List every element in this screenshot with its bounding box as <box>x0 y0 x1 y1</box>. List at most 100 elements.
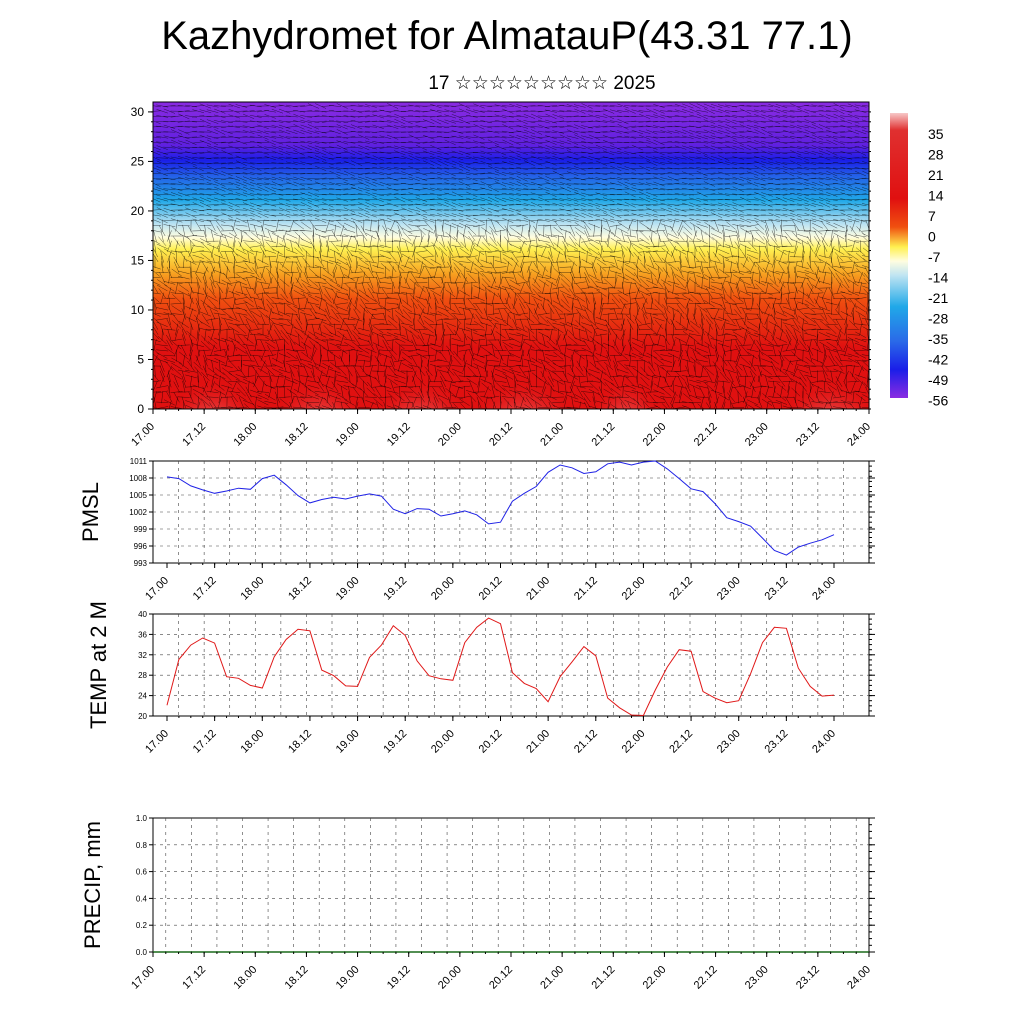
precip-y-tick-label: 0.6 <box>136 868 148 877</box>
colorbar-label: -14 <box>928 270 948 286</box>
cross-section-x-tick-label: 21.00 <box>538 421 566 449</box>
temp-y-tick-label: 24 <box>138 692 147 701</box>
cross-section-x-axis: 17.00 17.12 18.00 18.12 19.00 19.12 20.00 20.12… <box>129 409 873 449</box>
colorbar-label: 28 <box>928 147 944 163</box>
cross-section-x-tick-label: 19.12 <box>385 421 413 449</box>
precip-x-tick-label: 24.00 <box>845 964 873 992</box>
colorbar-label: -35 <box>928 331 948 347</box>
cross-section-x-tick-label: 21.12 <box>589 421 617 449</box>
temp-x-tick-label: 20.12 <box>477 728 505 756</box>
cross-section-x-tick-label: 18.12 <box>283 421 311 449</box>
temp-x-tick-label: 22.12 <box>667 728 695 756</box>
colorbar-gradient <box>890 113 908 398</box>
temp-x-tick-label: 21.00 <box>524 728 552 756</box>
pmsl-series-line <box>166 460 835 556</box>
colorbar: 35 28 21 14 7 0 -7 -14 -21 -28 -35 -42 -49 -56 <box>890 113 948 409</box>
precip-y-tick-label: 0.4 <box>136 894 148 903</box>
colorbar-label: 21 <box>928 167 944 183</box>
pmsl-y-axis: 1011 1008 1005 1002 999 996 993 <box>129 457 875 568</box>
precip-x-tick-label: 17.12 <box>180 964 208 992</box>
precip-y-tick-label: 1.0 <box>136 814 148 823</box>
cross-section-x-tick-label: 23.12 <box>794 421 822 449</box>
precip-panel: 1.00.80.60.40.20.0 17.00 17.12 18.00 18.12 1… <box>80 814 875 992</box>
cross-section-y-tick-label: 25 <box>131 154 145 168</box>
pmsl-x-tick-label: 17.00 <box>143 575 171 603</box>
temp-y-tick-label: 40 <box>138 610 147 619</box>
temp-x-tick-label: 24.00 <box>810 728 838 756</box>
precip-x-tick-label: 21.12 <box>589 964 617 992</box>
cross-section-x-tick-label: 22.12 <box>692 421 720 449</box>
temp-panel: 40 36 32 28 24 20 17.00 17.12 18.00 18.12 19.00 19… <box>86 601 875 756</box>
colorbar-label: 35 <box>928 126 944 142</box>
warm-surface-blob <box>174 351 251 409</box>
pmsl-x-tick-label: 22.00 <box>620 575 648 603</box>
colorbar-label: -49 <box>928 372 948 388</box>
pmsl-x-tick-label: 20.12 <box>477 575 505 603</box>
colorbar-label: -7 <box>928 249 941 265</box>
cross-section-x-tick-label: 19.00 <box>334 421 362 449</box>
pmsl-x-tick-label: 24.00 <box>810 575 838 603</box>
warm-surface-blob <box>596 351 657 409</box>
pmsl-x-tick-label: 20.00 <box>429 575 457 603</box>
precip-x-tick-label: 19.12 <box>385 964 413 992</box>
temp-x-tick-label: 19.12 <box>381 728 409 756</box>
colorbar-label: 14 <box>928 188 944 204</box>
cross-section-x-tick-label: 17.00 <box>129 421 157 449</box>
cross-section-x-tick-label: 20.00 <box>436 421 464 449</box>
cross-section-y-tick-label: 5 <box>137 352 144 366</box>
temp-y-axis: 40 36 32 28 24 20 <box>138 610 875 721</box>
colorbar-label: -21 <box>928 290 948 306</box>
pmsl-x-tick-label: 23.12 <box>763 575 791 603</box>
cross-section-x-tick-label: 20.12 <box>487 421 515 449</box>
pmsl-x-tick-label: 21.00 <box>524 575 552 603</box>
pmsl-y-tick-label: 1011 <box>130 457 148 466</box>
pmsl-grid <box>153 461 869 563</box>
temp-x-tick-label: 23.12 <box>763 728 791 756</box>
precip-y-tick-label: 0.8 <box>136 841 148 850</box>
cross-section-y-tick-label: 30 <box>131 105 145 119</box>
warm-surface-blob <box>279 351 360 409</box>
colorbar-label: -28 <box>928 311 948 327</box>
cross-section-x-tick-label: 23.00 <box>743 421 771 449</box>
precip-x-tick-label: 22.12 <box>692 964 720 992</box>
pmsl-x-tick-label: 18.00 <box>238 575 266 603</box>
chart-title: Kazhydromet for AlmatauP(43.31 77.1) <box>161 14 853 58</box>
precip-y-axis: 1.0 0.8 0.6 0.4 0.2 0.0 <box>136 814 875 957</box>
temp-x-tick-label: 18.12 <box>286 728 314 756</box>
wind-barbs <box>153 103 869 409</box>
temp-x-tick-label: 17.12 <box>191 728 219 756</box>
temp-x-tick-label: 23.00 <box>715 728 743 756</box>
precip-x-tick-label: 23.12 <box>794 964 822 992</box>
chart-subtitle: 17 ☆☆☆☆☆☆☆☆☆ 2025 <box>428 73 656 94</box>
pmsl-x-tick-label: 19.12 <box>381 575 409 603</box>
pmsl-y-tick-label: 1002 <box>129 508 147 517</box>
precip-x-tick-label: 18.00 <box>231 964 259 992</box>
colorbar-label: -42 <box>928 352 948 368</box>
precip-y-tick-label: 0.0 <box>136 948 148 957</box>
precip-x-tick-label: 22.00 <box>641 964 669 992</box>
temp-x-tick-label: 17.00 <box>143 728 171 756</box>
pmsl-y-tick-label: 996 <box>134 542 148 551</box>
cross-section-x-tick-label: 18.00 <box>231 421 259 449</box>
temp-x-tick-label: 20.00 <box>429 728 457 756</box>
pmsl-y-tick-label: 993 <box>134 559 148 568</box>
precip-x-tick-label: 21.00 <box>538 964 566 992</box>
cross-section-x-tick-label: 17.12 <box>180 421 208 449</box>
pmsl-x-tick-label: 23.00 <box>715 575 743 603</box>
temp-y-tick-label: 28 <box>138 671 147 680</box>
temp-x-tick-label: 18.00 <box>238 728 266 756</box>
temp-y-tick-label: 20 <box>138 712 147 721</box>
cross-section-x-tick-label: 22.00 <box>641 421 669 449</box>
precip-x-axis: 17.00 17.12 18.00 18.12 19.00 19.12 20.00 20.12… <box>129 952 873 992</box>
pmsl-x-tick-label: 19.00 <box>334 575 362 603</box>
pmsl-x-tick-label: 21.12 <box>572 575 600 603</box>
precip-y-tick-label: 0.2 <box>136 921 148 930</box>
cross-section-x-tick-label: 24.00 <box>845 421 873 449</box>
pmsl-x-tick-label: 18.12 <box>286 575 314 603</box>
precip-axis-label: PRECIP, mm <box>80 821 105 949</box>
temp-x-tick-label: 21.12 <box>572 728 600 756</box>
pmsl-panel: 1011 1008 1005 1002 999 996 993 17.00 17.12 18.0… <box>78 457 875 603</box>
cross-section-y-tick-label: 10 <box>131 303 145 317</box>
temp-x-tick-label: 22.00 <box>620 728 648 756</box>
